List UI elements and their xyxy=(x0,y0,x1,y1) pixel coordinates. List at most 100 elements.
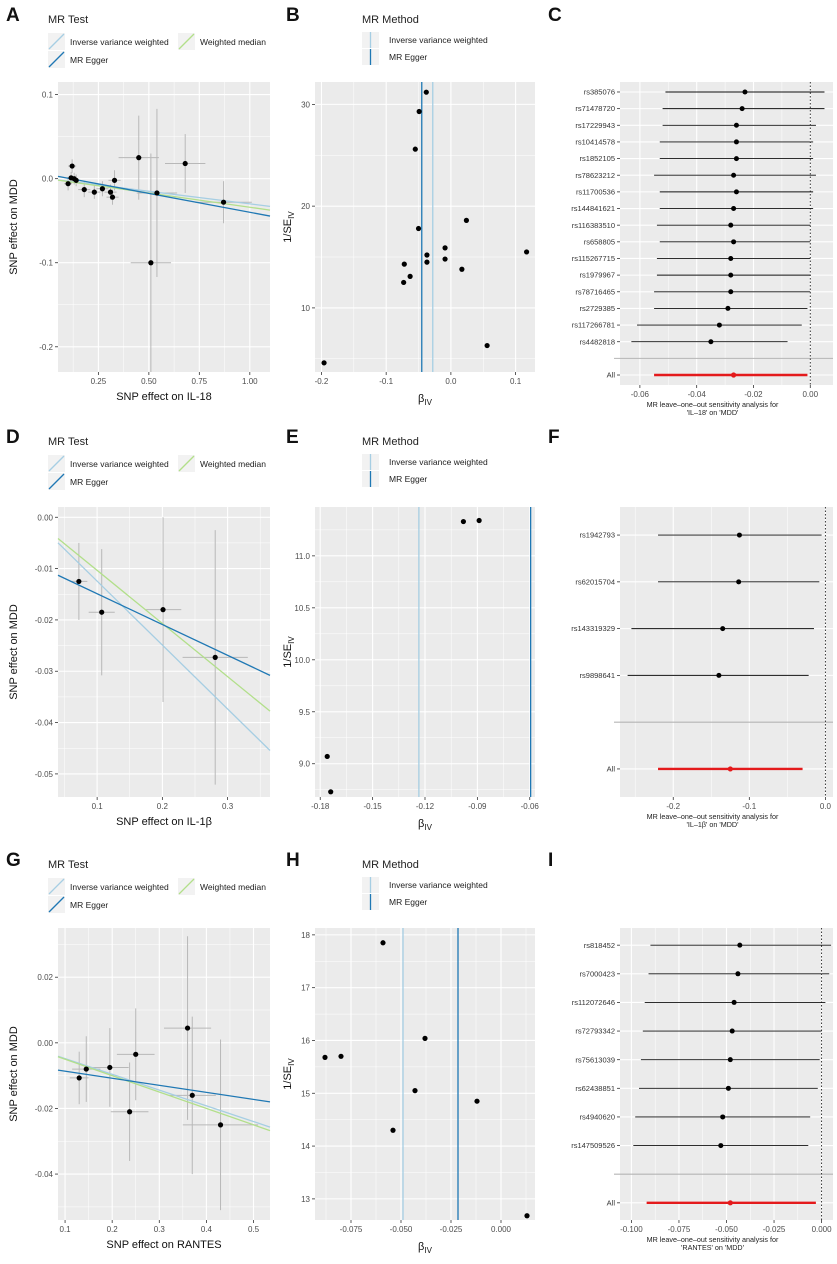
x-tick-label: 0.000 xyxy=(812,1225,833,1234)
legend: MR Test Inverse variance weighted Weighted… xyxy=(48,859,266,913)
regression-line xyxy=(57,1069,271,1103)
funnel-panel-E: E MR Method Inverse variance weighted MR Eg… xyxy=(282,427,539,832)
data-point xyxy=(416,108,422,115)
panel-label: H xyxy=(286,850,300,871)
panel-label: A xyxy=(6,5,20,26)
legend: MR Method Inverse variance weighted MR Egg… xyxy=(362,859,488,910)
legend-swatch xyxy=(48,473,65,490)
estimate-point xyxy=(716,672,722,678)
legend-item: Weighted median xyxy=(200,37,266,47)
snp-label: rs62015704 xyxy=(575,577,615,586)
caption-line-2: 'RANTES' on 'MDD' xyxy=(681,1243,745,1252)
y-tick-label: 16 xyxy=(301,1036,310,1045)
data-point xyxy=(390,1127,396,1133)
x-tick-label: -0.025 xyxy=(763,1225,786,1234)
snp-label: rs62438851 xyxy=(575,1084,615,1093)
x-tick-label: 0.4 xyxy=(201,1225,213,1234)
data-point xyxy=(184,1025,191,1031)
y-axis-title: 1/SEIV xyxy=(282,636,296,668)
scatter-panel-A: A MR Test Inverse variance weighted Weighte… xyxy=(6,5,271,403)
snp-label: rs72793342 xyxy=(575,1027,615,1036)
data-point xyxy=(442,256,448,262)
data-point xyxy=(328,789,334,795)
data-point xyxy=(423,89,429,95)
regression-line xyxy=(57,1055,271,1128)
snp-label: rs4482818 xyxy=(580,337,615,346)
y-tick-label: 0.0 xyxy=(42,175,54,184)
snp-label: rs117266781 xyxy=(572,321,615,330)
all-label: All xyxy=(607,371,616,380)
data-point xyxy=(324,753,330,760)
x-tick-label: -0.100 xyxy=(620,1225,643,1234)
regression-line xyxy=(57,542,271,751)
y-tick-label: 10.5 xyxy=(294,604,310,613)
data-point xyxy=(401,261,407,267)
data-point xyxy=(442,245,448,251)
data-point xyxy=(107,1064,113,1071)
data-point xyxy=(484,342,490,349)
legend-item: MR Egger xyxy=(70,477,108,487)
data-point xyxy=(321,360,327,366)
x-tick-label: 0.0 xyxy=(820,802,832,811)
y-tick-label: 0.00 xyxy=(37,513,53,522)
snp-label: rs78623212 xyxy=(575,171,615,180)
y-tick-label: 30 xyxy=(301,100,310,109)
y-tick-label: -0.02 xyxy=(35,1104,54,1113)
snp-label: rs75613039 xyxy=(575,1055,615,1064)
x-tick-label: -0.02 xyxy=(744,390,763,399)
data-point xyxy=(111,177,118,183)
y-tick-label: -0.05 xyxy=(35,770,54,779)
data-point xyxy=(217,1122,224,1128)
estimate-point xyxy=(728,289,734,295)
snp-label: rs7000423 xyxy=(580,969,615,978)
data-point xyxy=(136,155,142,161)
x-tick-label: -0.1 xyxy=(742,802,756,811)
x-tick-label: -0.06 xyxy=(521,802,540,811)
legend-item: Inverse variance weighted xyxy=(389,35,488,45)
data-point xyxy=(476,517,482,524)
legend-title: MR Test xyxy=(48,859,88,871)
data-point xyxy=(76,578,82,585)
snp-label: rs4940620 xyxy=(580,1113,615,1122)
legend-item: MR Egger xyxy=(389,474,427,484)
estimate-point xyxy=(725,1085,731,1091)
data-point xyxy=(523,249,530,255)
legend-title: MR Method xyxy=(362,859,419,871)
estimate-point xyxy=(731,239,737,245)
y-tick-label: 0.02 xyxy=(37,973,53,982)
all-estimate xyxy=(727,766,733,772)
snp-label: rs9898641 xyxy=(580,671,615,680)
estimate-point xyxy=(733,189,739,195)
data-point xyxy=(524,1213,530,1219)
x-tick-label: 0.3 xyxy=(222,802,234,811)
data-point xyxy=(424,259,430,265)
legend-title: MR Method xyxy=(362,436,419,448)
x-tick-label: -0.12 xyxy=(416,802,435,811)
all-estimate xyxy=(731,372,737,378)
x-tick-label: 0.1 xyxy=(510,377,522,386)
caption-line-2: 'IL–18' on 'MDD' xyxy=(687,408,739,417)
y-tick-label: 14 xyxy=(301,1142,310,1151)
snp-label: rs112072646 xyxy=(572,998,615,1007)
y-tick-label: -0.01 xyxy=(35,565,54,574)
x-tick-label: 0.00 xyxy=(802,390,818,399)
legend-swatch xyxy=(178,455,195,472)
data-point xyxy=(148,260,154,266)
snp-label: rs11700536 xyxy=(576,187,615,196)
all-estimate xyxy=(727,1200,733,1206)
legend-swatch xyxy=(48,878,65,895)
regression-line xyxy=(57,175,271,217)
y-axis-title: SNP effect on MDD xyxy=(8,1026,20,1122)
estimate-point xyxy=(733,122,739,128)
estimate-point xyxy=(720,626,726,632)
estimate-point xyxy=(708,339,714,345)
data-point xyxy=(415,225,422,232)
snp-label: rs143319329 xyxy=(571,624,615,633)
x-tick-label: -0.075 xyxy=(668,1225,691,1234)
legend-item: Weighted median xyxy=(200,459,266,469)
y-tick-label: -0.04 xyxy=(35,1170,54,1179)
estimate-point xyxy=(742,89,748,95)
data-point xyxy=(133,1051,139,1057)
caption-line-2: 'IL–1β' on 'MDD' xyxy=(687,820,740,829)
